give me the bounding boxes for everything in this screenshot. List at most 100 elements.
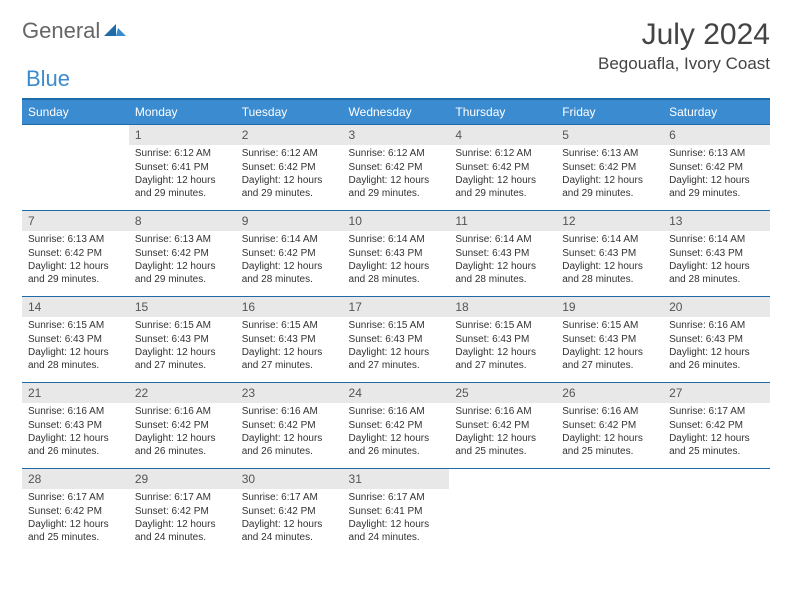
sunset-line: Sunset: 6:42 PM xyxy=(562,420,657,433)
logo-text-general: General xyxy=(22,18,100,44)
daylight-line: Daylight: 12 hours and 28 minutes. xyxy=(669,261,764,286)
sunrise-line: Sunrise: 6:17 AM xyxy=(135,492,230,505)
sunrise-line: Sunrise: 6:17 AM xyxy=(669,406,764,419)
day-body: Sunrise: 6:17 AMSunset: 6:41 PMDaylight:… xyxy=(343,489,450,549)
calendar-day-cell: 22Sunrise: 6:16 AMSunset: 6:42 PMDayligh… xyxy=(129,382,236,468)
calendar-day-cell: 17Sunrise: 6:15 AMSunset: 6:43 PMDayligh… xyxy=(343,296,450,382)
weekday-header: Sunday xyxy=(22,99,129,124)
day-number: 18 xyxy=(449,296,556,317)
sunrise-line: Sunrise: 6:12 AM xyxy=(455,148,550,161)
calendar-day-cell: 2Sunrise: 6:12 AMSunset: 6:42 PMDaylight… xyxy=(236,124,343,210)
day-number: 13 xyxy=(663,210,770,231)
daylight-line: Daylight: 12 hours and 29 minutes. xyxy=(669,175,764,200)
sunset-line: Sunset: 6:43 PM xyxy=(669,334,764,347)
day-body: Sunrise: 6:17 AMSunset: 6:42 PMDaylight:… xyxy=(236,489,343,549)
calendar-day-cell: 31Sunrise: 6:17 AMSunset: 6:41 PMDayligh… xyxy=(343,468,450,554)
calendar-week-row: 7Sunrise: 6:13 AMSunset: 6:42 PMDaylight… xyxy=(22,210,770,296)
sunset-line: Sunset: 6:43 PM xyxy=(562,334,657,347)
sunset-line: Sunset: 6:43 PM xyxy=(28,334,123,347)
daylight-line: Daylight: 12 hours and 29 minutes. xyxy=(349,175,444,200)
sunrise-line: Sunrise: 6:16 AM xyxy=(135,406,230,419)
daylight-line: Daylight: 12 hours and 29 minutes. xyxy=(135,261,230,286)
page-title: July 2024 xyxy=(598,18,770,52)
sunset-line: Sunset: 6:42 PM xyxy=(242,162,337,175)
sunrise-line: Sunrise: 6:13 AM xyxy=(562,148,657,161)
sunset-line: Sunset: 6:42 PM xyxy=(28,506,123,519)
day-number: 27 xyxy=(663,382,770,403)
day-body: Sunrise: 6:12 AMSunset: 6:42 PMDaylight:… xyxy=(449,145,556,205)
weekday-header: Monday xyxy=(129,99,236,124)
day-number: 21 xyxy=(22,382,129,403)
day-number: 26 xyxy=(556,382,663,403)
calendar-day-cell: 8Sunrise: 6:13 AMSunset: 6:42 PMDaylight… xyxy=(129,210,236,296)
day-number: 1 xyxy=(129,124,236,145)
sunrise-line: Sunrise: 6:15 AM xyxy=(349,320,444,333)
sunset-line: Sunset: 6:42 PM xyxy=(242,506,337,519)
sunset-line: Sunset: 6:42 PM xyxy=(455,162,550,175)
daylight-line: Daylight: 12 hours and 29 minutes. xyxy=(28,261,123,286)
daylight-line: Daylight: 12 hours and 26 minutes. xyxy=(135,433,230,458)
day-body: Sunrise: 6:16 AMSunset: 6:43 PMDaylight:… xyxy=(663,317,770,377)
calendar-day-cell: 10Sunrise: 6:14 AMSunset: 6:43 PMDayligh… xyxy=(343,210,450,296)
sunrise-line: Sunrise: 6:15 AM xyxy=(562,320,657,333)
daylight-line: Daylight: 12 hours and 27 minutes. xyxy=(349,347,444,372)
day-body: Sunrise: 6:15 AMSunset: 6:43 PMDaylight:… xyxy=(343,317,450,377)
calendar-day-cell: 27Sunrise: 6:17 AMSunset: 6:42 PMDayligh… xyxy=(663,382,770,468)
calendar-day-cell: 11Sunrise: 6:14 AMSunset: 6:43 PMDayligh… xyxy=(449,210,556,296)
calendar-day-cell: 3Sunrise: 6:12 AMSunset: 6:42 PMDaylight… xyxy=(343,124,450,210)
sunrise-line: Sunrise: 6:16 AM xyxy=(349,406,444,419)
weekday-header: Tuesday xyxy=(236,99,343,124)
day-number: 15 xyxy=(129,296,236,317)
day-body: Sunrise: 6:13 AMSunset: 6:42 PMDaylight:… xyxy=(556,145,663,205)
day-number-empty xyxy=(663,468,770,489)
sunrise-line: Sunrise: 6:16 AM xyxy=(669,320,764,333)
sunrise-line: Sunrise: 6:17 AM xyxy=(242,492,337,505)
calendar-day-cell: 5Sunrise: 6:13 AMSunset: 6:42 PMDaylight… xyxy=(556,124,663,210)
day-number: 8 xyxy=(129,210,236,231)
calendar-week-row: 21Sunrise: 6:16 AMSunset: 6:43 PMDayligh… xyxy=(22,382,770,468)
sunset-line: Sunset: 6:43 PM xyxy=(455,334,550,347)
day-number: 24 xyxy=(343,382,450,403)
calendar-day-cell xyxy=(556,468,663,554)
sunset-line: Sunset: 6:43 PM xyxy=(455,248,550,261)
calendar-day-cell: 6Sunrise: 6:13 AMSunset: 6:42 PMDaylight… xyxy=(663,124,770,210)
sunset-line: Sunset: 6:42 PM xyxy=(349,162,444,175)
sunrise-line: Sunrise: 6:12 AM xyxy=(135,148,230,161)
day-body: Sunrise: 6:13 AMSunset: 6:42 PMDaylight:… xyxy=(663,145,770,205)
daylight-line: Daylight: 12 hours and 25 minutes. xyxy=(455,433,550,458)
calendar-week-row: 14Sunrise: 6:15 AMSunset: 6:43 PMDayligh… xyxy=(22,296,770,382)
day-number: 14 xyxy=(22,296,129,317)
day-number: 2 xyxy=(236,124,343,145)
day-number-empty xyxy=(556,468,663,489)
daylight-line: Daylight: 12 hours and 27 minutes. xyxy=(455,347,550,372)
day-body: Sunrise: 6:16 AMSunset: 6:42 PMDaylight:… xyxy=(556,403,663,463)
calendar-day-cell: 13Sunrise: 6:14 AMSunset: 6:43 PMDayligh… xyxy=(663,210,770,296)
sunset-line: Sunset: 6:43 PM xyxy=(562,248,657,261)
sunrise-line: Sunrise: 6:14 AM xyxy=(242,234,337,247)
sunrise-line: Sunrise: 6:13 AM xyxy=(28,234,123,247)
sunrise-line: Sunrise: 6:13 AM xyxy=(669,148,764,161)
day-body: Sunrise: 6:14 AMSunset: 6:42 PMDaylight:… xyxy=(236,231,343,291)
sunrise-line: Sunrise: 6:16 AM xyxy=(28,406,123,419)
day-body: Sunrise: 6:15 AMSunset: 6:43 PMDaylight:… xyxy=(556,317,663,377)
day-body: Sunrise: 6:17 AMSunset: 6:42 PMDaylight:… xyxy=(22,489,129,549)
calendar-day-cell: 1Sunrise: 6:12 AMSunset: 6:41 PMDaylight… xyxy=(129,124,236,210)
day-number: 25 xyxy=(449,382,556,403)
daylight-line: Daylight: 12 hours and 29 minutes. xyxy=(135,175,230,200)
weekday-header: Saturday xyxy=(663,99,770,124)
daylight-line: Daylight: 12 hours and 26 minutes. xyxy=(28,433,123,458)
daylight-line: Daylight: 12 hours and 26 minutes. xyxy=(349,433,444,458)
calendar-day-cell: 15Sunrise: 6:15 AMSunset: 6:43 PMDayligh… xyxy=(129,296,236,382)
sunrise-line: Sunrise: 6:14 AM xyxy=(669,234,764,247)
day-body: Sunrise: 6:15 AMSunset: 6:43 PMDaylight:… xyxy=(129,317,236,377)
sunrise-line: Sunrise: 6:15 AM xyxy=(242,320,337,333)
day-number: 12 xyxy=(556,210,663,231)
day-body: Sunrise: 6:14 AMSunset: 6:43 PMDaylight:… xyxy=(343,231,450,291)
daylight-line: Daylight: 12 hours and 28 minutes. xyxy=(562,261,657,286)
daylight-line: Daylight: 12 hours and 25 minutes. xyxy=(28,519,123,544)
calendar-week-row: 1Sunrise: 6:12 AMSunset: 6:41 PMDaylight… xyxy=(22,124,770,210)
day-number: 20 xyxy=(663,296,770,317)
calendar-day-cell: 19Sunrise: 6:15 AMSunset: 6:43 PMDayligh… xyxy=(556,296,663,382)
calendar-day-cell: 29Sunrise: 6:17 AMSunset: 6:42 PMDayligh… xyxy=(129,468,236,554)
sunset-line: Sunset: 6:43 PM xyxy=(28,420,123,433)
